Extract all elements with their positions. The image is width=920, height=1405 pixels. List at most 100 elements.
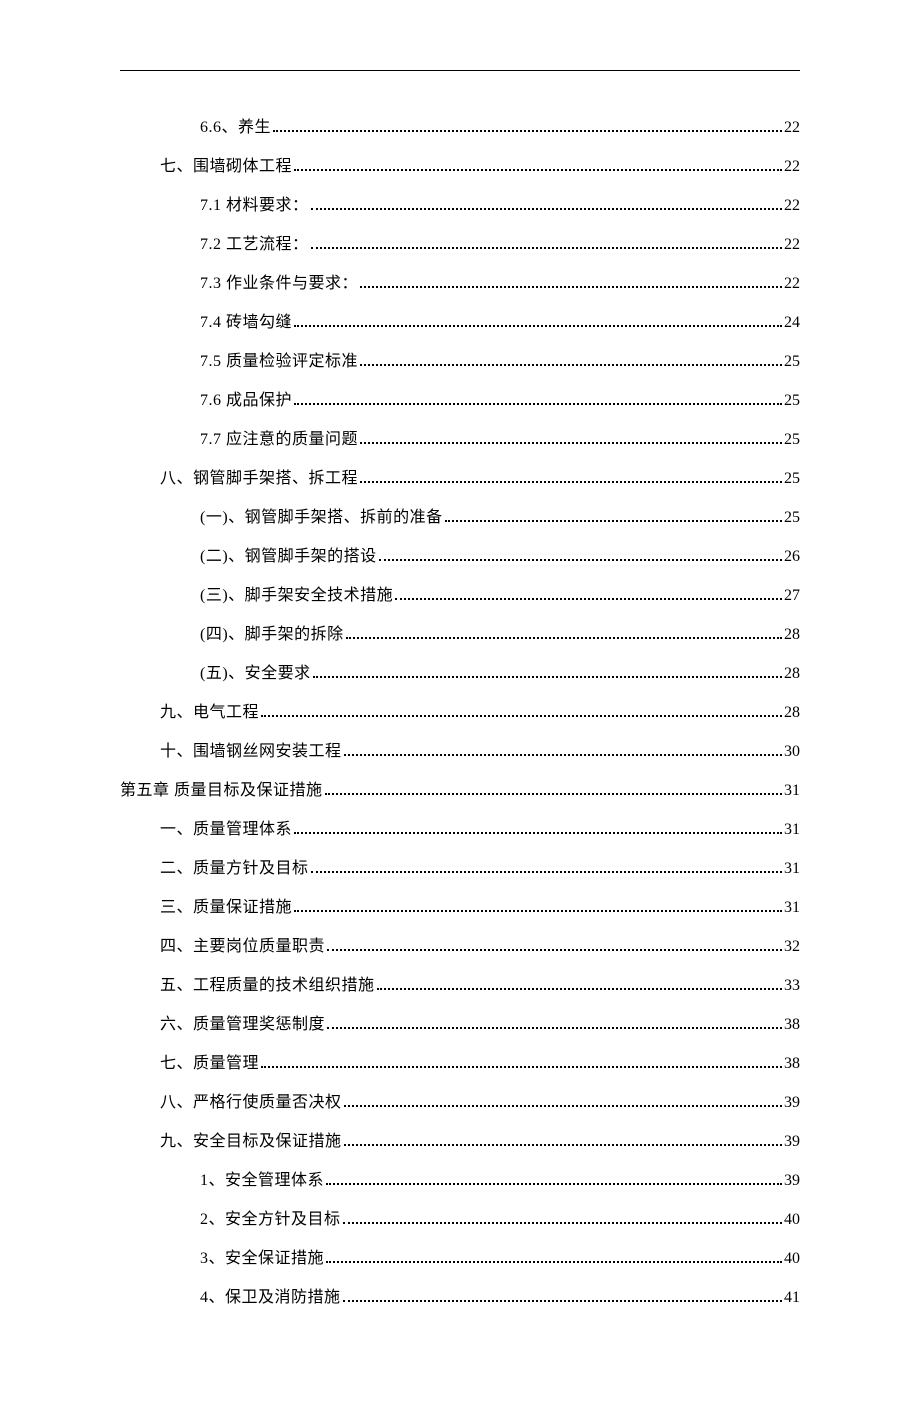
toc-entry-label: 7.1 材料要求： [200,194,309,218]
toc-entry: 7.1 材料要求： 22 [200,194,800,218]
toc-entry-page: 28 [784,701,800,725]
toc-entry-page: 22 [784,272,800,296]
page-container: 6.6、养生22七、围墙砌体工程227.1 材料要求：227.2 工艺流程：22… [0,0,920,1405]
toc-entry-label: 四、主要岗位质量职责 [160,935,325,959]
toc-leader-dots [344,1105,782,1107]
toc-entry-page: 31 [784,896,800,920]
toc-entry: 7.2 工艺流程： 22 [200,233,800,257]
toc-leader-dots [360,364,782,366]
toc-leader-dots [327,1027,782,1029]
toc-entry-page: 26 [784,545,800,569]
toc-entry: 十、围墙钢丝网安装工程 30 [160,740,800,764]
toc-entry-page: 41 [784,1286,800,1310]
toc-entry: 第五章 质量目标及保证措施 31 [120,779,800,803]
toc-entry-page: 39 [784,1091,800,1115]
toc-entry: (三)、脚手架安全技术措施27 [200,584,800,608]
toc-leader-dots [445,520,782,522]
toc-entry-page: 25 [784,506,800,530]
toc-leader-dots [311,208,782,210]
toc-entry-label: 二、质量方针及目标 [160,857,309,881]
toc-leader-dots [377,988,782,990]
toc-entry: 1、安全管理体系39 [200,1169,800,1193]
toc-entry-label: 一、质量管理体系 [160,818,292,842]
toc-entry-label: 十、围墙钢丝网安装工程 [160,740,342,764]
toc-entry: 6.6、养生22 [200,116,800,140]
toc-entry-page: 39 [784,1169,800,1193]
toc-entry: 二、质量方针及目标31 [160,857,800,881]
toc-entry-page: 22 [784,155,800,179]
toc-leader-dots [311,247,782,249]
toc-entry-label: 三、质量保证措施 [160,896,292,920]
toc-entry-page: 33 [784,974,800,998]
toc-entry-page: 40 [784,1247,800,1271]
toc-entry-page: 28 [784,662,800,686]
toc-entry-label: 7.7 应注意的质量问题 [200,428,358,452]
toc-entry-label: (二)、钢管脚手架的搭设 [200,545,377,569]
toc-leader-dots [360,442,782,444]
toc-entry-page: 25 [784,428,800,452]
toc-entry: (一)、钢管脚手架搭、拆前的准备 25 [200,506,800,530]
toc-entry: 7.4 砖墙勾缝 24 [200,311,800,335]
toc-entry-page: 38 [784,1052,800,1076]
toc-entry-label: 六、质量管理奖惩制度 [160,1013,325,1037]
toc-entry: 八、严格行使质量否决权 39 [160,1091,800,1115]
toc-leader-dots [360,481,782,483]
toc-entry-label: 7.2 工艺流程： [200,233,309,257]
toc-entry-label: 7.5 质量检验评定标准 [200,350,358,374]
toc-entry: 七、质量管理38 [160,1052,800,1076]
toc-entry-page: 40 [784,1208,800,1232]
toc-entry-label: 八、钢管脚手架搭、拆工程 [160,467,358,491]
toc-entry-page: 25 [784,350,800,374]
toc-leader-dots [344,1144,782,1146]
toc-leader-dots [294,325,782,327]
toc-leader-dots [325,793,782,795]
toc-entry-label: 6.6、养生 [200,116,271,140]
toc-entry-page: 30 [784,740,800,764]
toc-leader-dots [311,871,782,873]
toc-entry: 4、保卫及消防措施41 [200,1286,800,1310]
toc-entry: 五、工程质量的技术组织措施 33 [160,974,800,998]
toc-entry-label: 7.4 砖墙勾缝 [200,311,292,335]
toc-entry-page: 25 [784,467,800,491]
toc-entry: 一、质量管理体系 31 [160,818,800,842]
toc-entry-label: (五)、安全要求 [200,662,311,686]
toc-leader-dots [344,754,782,756]
toc-leader-dots [294,910,782,912]
toc-entry: 7.5 质量检验评定标准 25 [200,350,800,374]
toc-entry-page: 27 [784,584,800,608]
toc-entry-label: (一)、钢管脚手架搭、拆前的准备 [200,506,443,530]
toc-entry-label: 七、围墙砌体工程 [160,155,292,179]
toc-entry-page: 39 [784,1130,800,1154]
toc-entry-label: 7.3 作业条件与要求： [200,272,358,296]
toc-entry-page: 31 [784,779,800,803]
toc-entry-page: 31 [784,818,800,842]
toc-leader-dots [294,832,782,834]
toc-entry-label: 五、工程质量的技术组织措施 [160,974,375,998]
toc-entry-page: 32 [784,935,800,959]
toc-entry-page: 22 [784,233,800,257]
toc-entry-label: 九、电气工程 [160,701,259,725]
toc-leader-dots [395,598,782,600]
toc-entry: 3、安全保证措施40 [200,1247,800,1271]
toc-entry: 2、安全方针及目标40 [200,1208,800,1232]
toc-leader-dots [379,559,782,561]
toc-leader-dots [326,1183,782,1185]
toc-entry-label: 八、严格行使质量否决权 [160,1091,342,1115]
toc-leader-dots [346,637,782,639]
toc-leader-dots [343,1222,782,1224]
toc-entry: 九、电气工程 28 [160,701,800,725]
toc-entry: 7.7 应注意的质量问题 25 [200,428,800,452]
toc-entry-page: 28 [784,623,800,647]
toc-entry: 三、质量保证措施 31 [160,896,800,920]
toc-entry: 7.6 成品保护25 [200,389,800,413]
toc-entry-label: 第五章 质量目标及保证措施 [120,779,323,803]
toc-entry-label: 7.6 成品保护 [200,389,292,413]
header-rule [120,70,800,71]
toc-entry-page: 22 [784,194,800,218]
toc-entry: (四)、脚手架的拆除28 [200,623,800,647]
toc-entry-label: 九、安全目标及保证措施 [160,1130,342,1154]
toc-entry: (二)、钢管脚手架的搭设 26 [200,545,800,569]
table-of-contents: 6.6、养生22七、围墙砌体工程227.1 材料要求：227.2 工艺流程：22… [120,116,800,1310]
toc-leader-dots [261,1066,782,1068]
toc-entry-page: 24 [784,311,800,335]
